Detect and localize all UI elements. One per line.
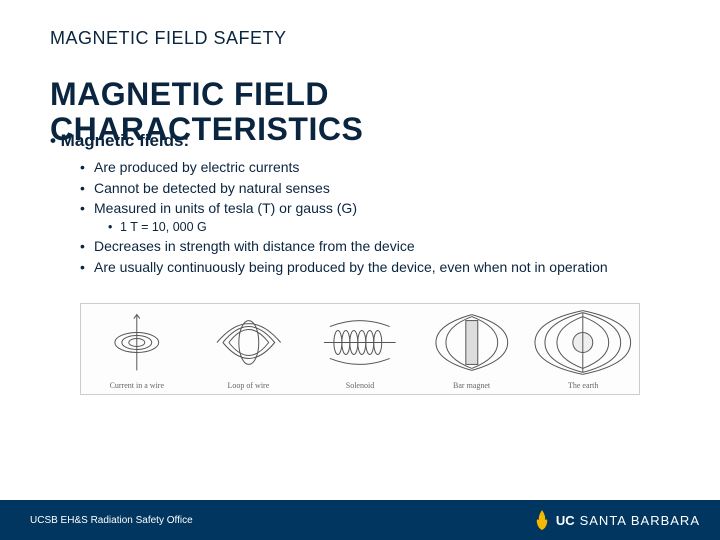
sub-bullet-item: 1 T = 10, 000 G [108, 218, 670, 236]
title-line-1: MAGNETIC FIELD [50, 77, 670, 112]
logo-sb: SANTA BARBARA [580, 513, 700, 528]
footer-text: UCSB EH&S Radiation Safety Office [30, 515, 193, 526]
diagram-cell-wire: Current in a wire [81, 304, 193, 394]
diagram-caption: Solenoid [346, 381, 374, 390]
sub-bullet-list: 1 T = 10, 000 G [80, 218, 670, 236]
logo-uc: UC [556, 513, 575, 528]
diagram-caption: Bar magnet [453, 381, 490, 390]
bullet-item: Are produced by electric currents [80, 157, 670, 177]
diagram-cell-loop: Loop of wire [193, 304, 305, 394]
barmagnet-icon [416, 304, 528, 381]
bullet-item: Cannot be detected by natural senses [80, 178, 670, 198]
solenoid-icon [304, 304, 416, 381]
diagram-caption: Current in a wire [110, 381, 164, 390]
bullet-item: Are usually continuously being produced … [80, 257, 670, 277]
flame-icon [534, 509, 550, 531]
diagram-cell-solenoid: Solenoid [304, 304, 416, 394]
bullet-item: Measured in units of tesla (T) or gauss … [80, 198, 670, 218]
diagram-cell-earth: The earth [527, 304, 639, 394]
footer-bar: UCSB EH&S Radiation Safety Office UC SAN… [0, 500, 720, 540]
loop-icon [193, 304, 305, 381]
bullet-list: Are produced by electric currents Cannot… [50, 157, 670, 277]
footer-logo-text: UC SANTA BARBARA [556, 513, 700, 528]
earth-icon [527, 304, 639, 381]
bullet-item: Decreases in strength with distance from… [80, 236, 670, 256]
footer-logo: UC SANTA BARBARA [534, 509, 700, 531]
page-header: MAGNETIC FIELD SAFETY [50, 28, 670, 49]
slide: MAGNETIC FIELD SAFETY MAGNETIC FIELD CHA… [0, 0, 720, 540]
diagram-cell-barmagnet: Bar magnet [416, 304, 528, 394]
field-sources-diagram: Current in a wire Loop of wire [80, 303, 640, 395]
wire-icon [81, 304, 193, 381]
diagram-caption: The earth [568, 381, 598, 390]
diagram-caption: Loop of wire [228, 381, 270, 390]
